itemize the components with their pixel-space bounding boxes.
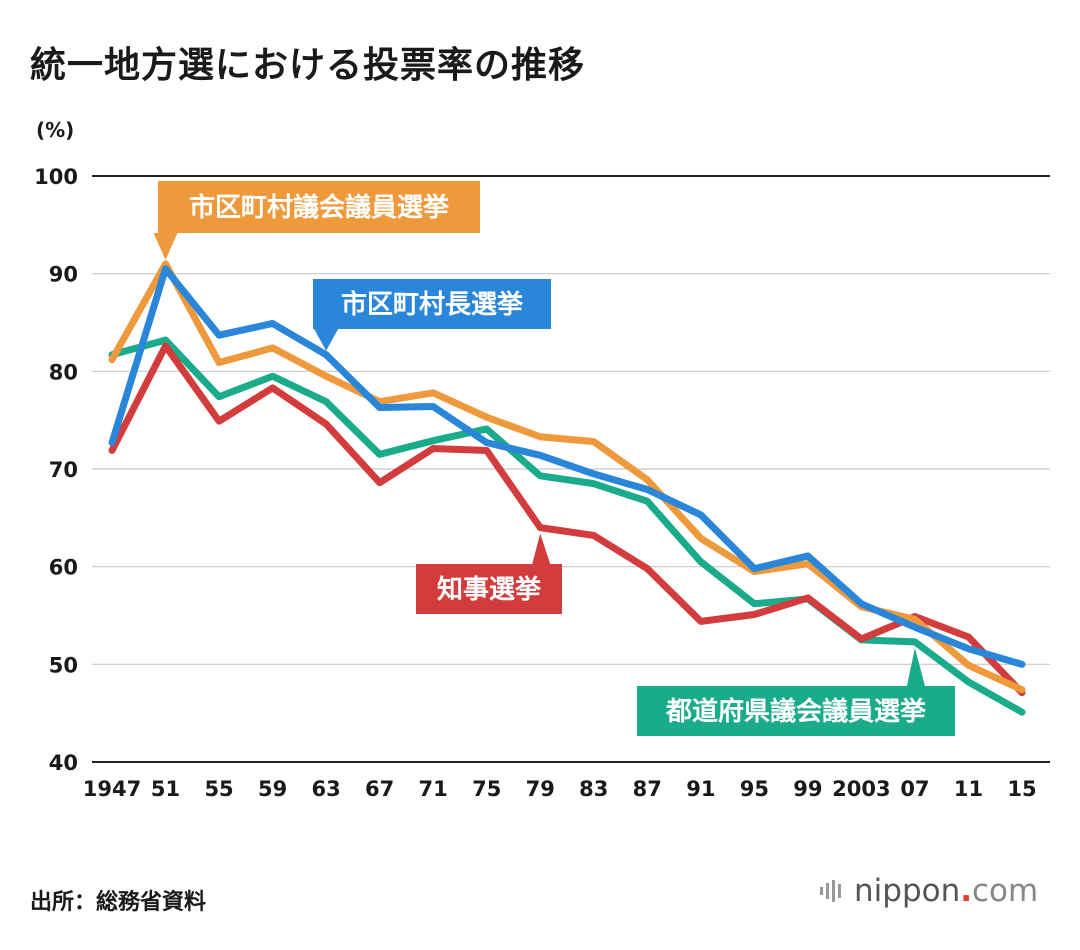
- y-tick-label: 60: [49, 556, 78, 580]
- x-tick-label: 71: [419, 777, 448, 801]
- nippon-com-logo: nippon.com: [818, 873, 1038, 909]
- y-tick-label: 50: [49, 653, 78, 677]
- x-tick-label: 07: [900, 777, 929, 801]
- x-tick-label: 51: [151, 777, 180, 801]
- x-tick-label: 79: [526, 777, 555, 801]
- series-label: 都道府県議会議員選挙: [665, 696, 927, 727]
- series-line-prefectural-assembly: [108, 336, 1026, 716]
- brand-text: nippon.com: [854, 873, 1038, 909]
- callout-pointer: [314, 329, 339, 351]
- sound-wave-icon: [820, 880, 841, 902]
- y-tick-label: 70: [49, 458, 78, 482]
- x-tick-label: 83: [579, 777, 608, 801]
- callout-pointer: [532, 533, 551, 564]
- x-tick-label: 15: [1007, 777, 1036, 801]
- series-line-mayor: [108, 265, 1026, 668]
- series-label: 市区町村議会議員選挙: [189, 192, 450, 223]
- series-line-governor: [108, 342, 1026, 697]
- y-tick-label: 90: [49, 263, 78, 287]
- series-label: 知事選挙: [437, 575, 542, 605]
- source-note: 出所：総務省資料: [30, 890, 207, 915]
- x-tick-label: 95: [740, 777, 769, 801]
- chart-title: 統一地方選における投票率の推移: [30, 45, 586, 86]
- x-tick-label: 11: [954, 777, 983, 801]
- x-tick-label: 67: [365, 777, 394, 801]
- callout-box: [313, 279, 551, 329]
- series-label: 市区町村長選挙: [341, 289, 524, 320]
- x-tick-label: 99: [793, 777, 822, 801]
- callout-box: [158, 181, 480, 233]
- y-tick-label: 100: [34, 165, 78, 189]
- callout-box: [637, 686, 955, 736]
- brand-name: nippon: [854, 873, 961, 909]
- x-tick-label: 2003: [832, 777, 890, 801]
- brand-suffix: com: [972, 873, 1039, 909]
- x-tick-label: 75: [472, 777, 501, 801]
- y-tick-label: 80: [49, 360, 78, 384]
- x-tick-label: 91: [686, 777, 715, 801]
- x-tick-label: 63: [312, 777, 341, 801]
- brand-dot: .: [960, 873, 973, 909]
- x-tick-label: 87: [633, 777, 662, 801]
- callout-box: [416, 564, 562, 614]
- x-tick-label: 59: [258, 777, 287, 801]
- y-axis-unit-label: (%): [36, 118, 75, 142]
- x-tick-label: 1947: [83, 777, 141, 801]
- y-tick-label: 40: [49, 751, 78, 775]
- callout-pointer: [906, 647, 925, 686]
- callout-pointer: [153, 233, 178, 260]
- x-tick-label: 55: [204, 777, 233, 801]
